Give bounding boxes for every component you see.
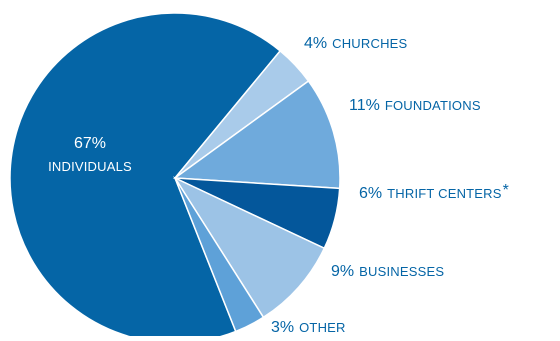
label-thrift-centers-asterisk: * [503, 182, 509, 199]
pie-slices [9, 12, 341, 341]
label-foundations: 11% FOUNDATIONS [349, 97, 481, 114]
label-foundations-name: FOUNDATIONS [385, 98, 481, 113]
label-foundations-percent: 11% [349, 97, 380, 114]
pie-slice-foundations [172, 79, 341, 190]
label-individuals-name: INDIVIDUALS [48, 159, 132, 174]
label-churches-name: CHURCHES [332, 36, 407, 51]
label-other-text: 3% OTHER [271, 319, 346, 336]
label-individuals-percent: 67% [74, 135, 106, 152]
pie-slice-businesses [172, 176, 326, 319]
label-churches-percent: 4% [304, 35, 327, 52]
label-thrift-centers: 6% THRIFT CENTERS* [359, 182, 509, 202]
label-thrift-centers-name: THRIFT CENTERS [387, 186, 502, 201]
label-thrift-centers-percent: 6% [359, 185, 382, 202]
label-other: 3% OTHER [271, 319, 346, 336]
label-businesses-name: BUSINESSES [359, 264, 444, 279]
label-other-percent: 3% [271, 319, 294, 336]
label-foundations-text: 11% FOUNDATIONS [349, 97, 481, 114]
label-individuals: 67% INDIVIDUALS [48, 135, 132, 174]
label-businesses-text: 9% BUSINESSES [331, 263, 444, 280]
label-churches-text: 4% CHURCHES [304, 35, 408, 52]
pie-slice-other [174, 177, 265, 333]
label-thrift-centers-text: 6% THRIFT CENTERS* [359, 182, 509, 202]
label-businesses-percent: 9% [331, 263, 354, 280]
label-businesses: 9% BUSINESSES [331, 263, 444, 280]
label-churches: 4% CHURCHES [304, 35, 408, 52]
label-other-name: OTHER [299, 320, 346, 335]
